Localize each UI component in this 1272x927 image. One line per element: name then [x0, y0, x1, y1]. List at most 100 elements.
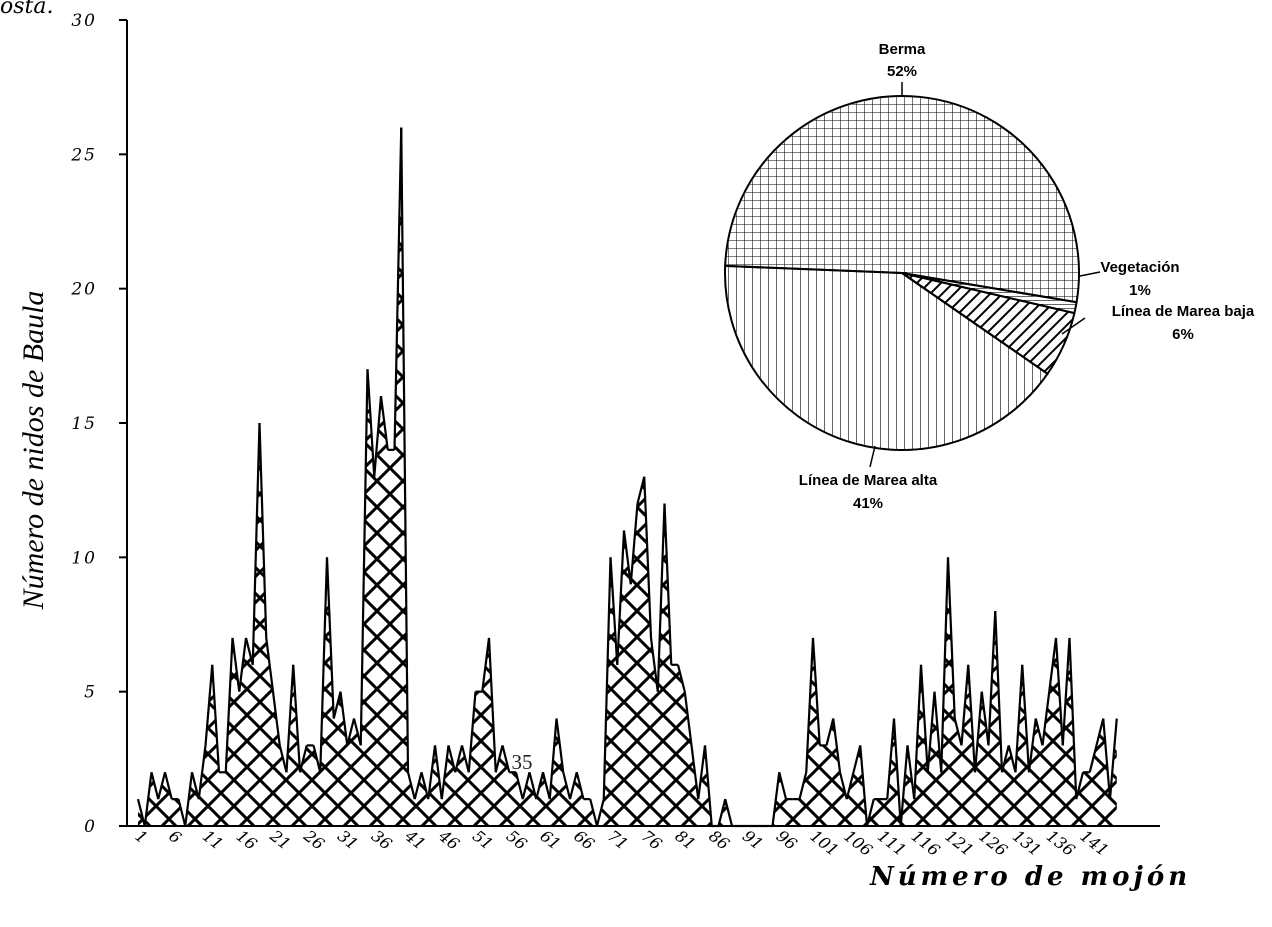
- data-point-144: [1102, 718, 1112, 800]
- data-point-106: [845, 771, 855, 800]
- data-point-140: [1075, 771, 1085, 800]
- data-point-70: [602, 557, 612, 800]
- data-point-5: [163, 771, 173, 800]
- data-point-30: [332, 691, 342, 719]
- data-point-95: [771, 772, 781, 827]
- data-point-138: [1061, 637, 1071, 746]
- data-point-32: [346, 718, 356, 746]
- pie-label-3: Línea de Marea alta: [799, 472, 938, 489]
- data-point-85: [703, 745, 713, 827]
- data-point-57: [514, 771, 524, 800]
- data-point-79: [663, 503, 673, 665]
- area-fill: [138, 127, 1117, 826]
- data-point-47: [447, 745, 457, 773]
- data-point-28: [319, 557, 329, 773]
- y-tick-label-25: 25: [70, 145, 97, 165]
- data-point-40: [400, 127, 410, 773]
- data-point-100: [805, 637, 815, 773]
- data-point-131: [1014, 664, 1024, 773]
- data-point-55: [501, 745, 511, 773]
- data-point-8: [184, 772, 194, 827]
- pie-leader-3: [869, 445, 876, 468]
- data-point-74: [629, 503, 639, 585]
- data-point-44: [427, 745, 437, 800]
- x-tick-label-26: 26: [299, 826, 328, 854]
- data-point-119: [933, 691, 943, 773]
- data-point-124: [967, 664, 977, 773]
- data-point-145: [1108, 718, 1118, 800]
- page-number: 35: [511, 750, 533, 774]
- data-point-88: [724, 798, 734, 827]
- data-point-39: [393, 127, 403, 450]
- x-tick-label-121: 121: [942, 826, 978, 860]
- data-point-103: [825, 718, 835, 746]
- data-point-4: [157, 771, 167, 800]
- data-point-120: [940, 557, 950, 773]
- data-point-52: [481, 637, 491, 692]
- data-point-14: [224, 637, 234, 773]
- data-point-60: [535, 771, 545, 800]
- data-point-118: [926, 691, 936, 773]
- data-point-1: [136, 798, 146, 827]
- data-point-76: [643, 476, 653, 638]
- data-point-48: [454, 745, 464, 773]
- data-point-3: [150, 771, 160, 800]
- x-tick-label-56: 56: [503, 826, 531, 854]
- data-point-139: [1068, 637, 1078, 800]
- data-point-12: [211, 664, 221, 773]
- x-tick-label-96: 96: [773, 826, 801, 854]
- x-tick-label-6: 6: [165, 826, 185, 847]
- data-point-62: [548, 718, 558, 800]
- data-point-61: [541, 771, 551, 800]
- x-tick-label-86: 86: [705, 826, 733, 854]
- x-tick-label-116: 116: [908, 826, 944, 860]
- data-point-78: [656, 503, 666, 692]
- x-tick-label-76: 76: [638, 826, 666, 854]
- data-point-15: [231, 637, 241, 692]
- data-point-53: [487, 637, 497, 773]
- data-point-112: [886, 718, 896, 800]
- data-point-10: [197, 745, 207, 800]
- x-tick-label-51: 51: [469, 826, 497, 854]
- x-tick-label-16: 16: [233, 826, 261, 854]
- area-series: [136, 127, 1118, 828]
- data-point-68: [589, 798, 599, 827]
- data-point-132: [1021, 664, 1031, 773]
- x-tick-label-1: 1: [132, 826, 152, 847]
- data-point-84: [697, 745, 707, 800]
- data-point-126: [980, 691, 990, 746]
- data-point-25: [298, 745, 308, 773]
- pie-value-3: 41%: [853, 495, 883, 512]
- data-point-122: [953, 718, 963, 746]
- x-tick-label-136: 136: [1043, 826, 1079, 860]
- data-point-113: [892, 718, 902, 827]
- data-point-21: [271, 691, 281, 746]
- pie-leader-1: [1079, 271, 1101, 277]
- data-point-35: [366, 369, 376, 477]
- x-tick-label-21: 21: [266, 826, 295, 854]
- data-point-16: [238, 637, 248, 692]
- y-tick-label-15: 15: [71, 414, 97, 434]
- data-point-20: [265, 637, 275, 692]
- data-point-142: [1088, 745, 1098, 773]
- y-tick-label-10: 10: [71, 548, 97, 568]
- data-point-54: [494, 745, 504, 773]
- data-point-59: [528, 771, 538, 800]
- data-point-104: [832, 718, 842, 773]
- data-point-83: [690, 745, 700, 800]
- data-point-82: [683, 691, 693, 746]
- data-point-81: [676, 664, 686, 692]
- data-point-137: [1054, 637, 1064, 746]
- data-point-27: [312, 745, 322, 773]
- data-point-65: [568, 771, 578, 800]
- pie-label-0: Berma: [879, 41, 926, 58]
- data-point-99: [798, 771, 808, 800]
- data-point-96: [778, 771, 788, 800]
- data-point-22: [278, 745, 288, 773]
- data-point-133: [1027, 718, 1037, 773]
- data-point-130: [1007, 745, 1017, 773]
- data-point-117: [919, 664, 929, 773]
- pie-value-0: 52%: [887, 63, 917, 80]
